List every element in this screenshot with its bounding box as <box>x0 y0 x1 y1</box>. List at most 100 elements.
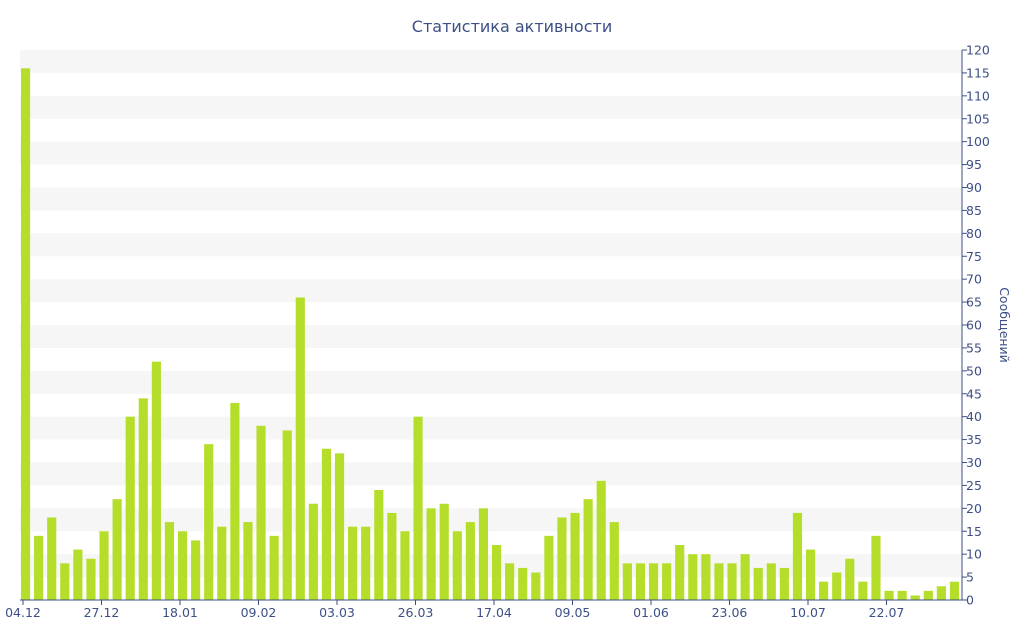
bar <box>531 572 541 600</box>
x-tick-label: 23.06 <box>712 605 748 620</box>
x-tick-label: 04.12 <box>5 605 41 620</box>
y-tick-label: 50 <box>966 363 982 378</box>
grid-band <box>20 370 962 394</box>
y-tick-label: 115 <box>966 65 990 80</box>
bar <box>701 554 711 600</box>
grid-band <box>20 233 962 257</box>
x-tick-label: 09.05 <box>555 605 591 620</box>
bar <box>936 586 946 600</box>
bar <box>871 535 881 600</box>
y-tick-label: 25 <box>966 478 982 493</box>
bar <box>20 68 31 601</box>
bar <box>557 517 567 600</box>
bar <box>413 416 423 600</box>
bar <box>151 361 161 600</box>
bar <box>387 512 397 600</box>
bar <box>191 540 201 600</box>
bar <box>282 430 292 600</box>
x-tick-label: 18.01 <box>162 605 198 620</box>
bar <box>923 590 933 600</box>
bar <box>845 558 855 600</box>
bar <box>570 512 580 600</box>
grid-band <box>20 95 962 119</box>
bar <box>596 480 606 600</box>
grid-band <box>20 462 962 486</box>
x-tick-label: 09.02 <box>241 605 277 620</box>
bar <box>452 531 462 600</box>
grid-band <box>20 141 962 165</box>
bar <box>73 549 83 600</box>
bar <box>910 595 920 600</box>
bar <box>884 590 894 600</box>
bar <box>204 444 214 600</box>
y-tick-label: 70 <box>966 272 982 287</box>
grid-band <box>20 554 962 578</box>
bar <box>34 535 44 600</box>
bar <box>622 563 632 600</box>
y-tick-label: 120 <box>966 43 990 58</box>
bar <box>164 522 175 600</box>
bar <box>256 425 266 600</box>
y-tick-label: 5 <box>966 570 974 585</box>
y-tick-label: 80 <box>966 226 982 241</box>
bar <box>544 535 554 600</box>
y-axis: 0 5 10 15 20 25 30 35 40 45 50 55 60 65 70 75 80 85 90 95 10… <box>961 43 990 608</box>
bar <box>779 567 789 600</box>
chart-title: Статистика активности <box>412 17 612 36</box>
x-tick-label: 26.03 <box>398 605 434 620</box>
bar <box>727 563 737 600</box>
y-tick-label: 0 <box>966 593 974 608</box>
grid-band <box>20 50 962 73</box>
bar <box>518 567 528 600</box>
x-tick-label: 10.07 <box>790 605 826 620</box>
x-tick-label: 01.06 <box>633 605 669 620</box>
y-tick-label: 20 <box>966 501 982 516</box>
y-tick-label: 90 <box>966 180 982 195</box>
y-tick-label: 30 <box>966 455 982 470</box>
y-tick-label: 10 <box>966 547 982 562</box>
bar <box>138 398 148 600</box>
x-tick-label: 27.12 <box>84 605 120 620</box>
bar <box>177 531 188 600</box>
bar <box>243 522 253 600</box>
bar <box>400 531 410 600</box>
y-tick-label: 110 <box>966 88 990 103</box>
y-tick-label: 55 <box>966 340 982 355</box>
bar <box>792 512 803 600</box>
y-tick-label: 35 <box>966 432 982 447</box>
grid-bands <box>20 50 962 578</box>
bar <box>897 590 907 600</box>
bar <box>321 448 332 600</box>
bar <box>60 563 70 600</box>
bar <box>675 545 685 600</box>
bar <box>230 402 240 600</box>
bar <box>662 563 672 600</box>
bar-series <box>20 68 960 601</box>
grid-band <box>20 508 962 532</box>
y-tick-label: 75 <box>966 249 982 264</box>
bar <box>217 526 227 600</box>
bar <box>714 563 724 600</box>
y-tick-label: 65 <box>966 295 982 310</box>
bar <box>491 545 502 600</box>
bar <box>465 522 475 600</box>
grid-band <box>20 325 962 348</box>
bar <box>439 503 449 600</box>
bar <box>505 563 515 600</box>
bar <box>86 558 96 600</box>
bar <box>47 517 57 600</box>
x-tick-label: 22.07 <box>869 605 905 620</box>
y-tick-label: 105 <box>966 111 990 126</box>
y-tick-label: 100 <box>966 134 990 149</box>
y-tick-label: 95 <box>966 157 982 172</box>
bar <box>688 554 698 600</box>
bar <box>858 581 868 600</box>
bar <box>361 526 371 600</box>
bar <box>426 508 436 600</box>
x-tick-label: 03.03 <box>319 605 355 620</box>
bar <box>478 508 489 600</box>
bar <box>295 297 305 600</box>
x-axis: 04.12 27.12 18.01 09.02 03.03 26.03 17.04 09.05… <box>5 599 962 620</box>
